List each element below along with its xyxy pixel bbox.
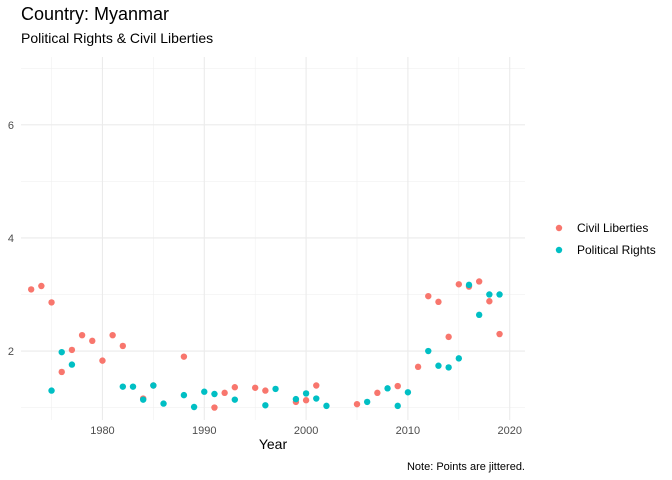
data-point — [486, 298, 493, 305]
data-point — [262, 387, 269, 394]
y-tick-label: 4 — [8, 233, 14, 245]
legend-key — [555, 246, 563, 254]
data-point — [231, 384, 239, 391]
data-point — [313, 382, 320, 389]
chart-subtitle: Political Rights & Civil Liberties — [21, 30, 213, 46]
data-point — [363, 398, 371, 406]
legend-label: Political Rights — [577, 243, 656, 257]
data-point — [89, 337, 96, 345]
data-point — [160, 400, 167, 407]
data-point — [119, 383, 127, 390]
chart-caption: Note: Points are jittered. — [407, 461, 525, 473]
data-point — [119, 342, 127, 350]
data-point — [48, 299, 55, 306]
data-point — [435, 298, 442, 306]
legend-key — [555, 224, 563, 232]
y-axis-ticks: 2 4 6 — [8, 120, 14, 358]
y-tick-label: 6 — [8, 120, 14, 132]
x-tick-label: 2000 — [294, 425, 318, 437]
x-tick-label: 1980 — [90, 425, 114, 437]
data-point — [190, 403, 198, 411]
data-point — [68, 361, 76, 368]
data-point — [414, 363, 422, 371]
data-point — [221, 389, 228, 397]
data-point — [139, 396, 147, 403]
data-point — [486, 291, 493, 298]
data-point — [425, 347, 432, 355]
data-point — [445, 364, 452, 371]
data-point — [109, 331, 116, 339]
data-point — [455, 355, 463, 362]
data-point — [27, 286, 35, 293]
data-point — [38, 282, 45, 290]
data-point — [302, 390, 310, 397]
gridlines — [21, 57, 525, 420]
data-point — [211, 390, 218, 398]
x-axis-title: Year — [259, 436, 288, 452]
data-point — [394, 382, 401, 390]
data-point — [68, 346, 76, 354]
data-point — [180, 353, 188, 360]
data-point — [180, 391, 188, 399]
legend: Civil Liberties Political Rights — [555, 221, 656, 257]
data-point — [496, 330, 503, 338]
data-point — [58, 348, 65, 356]
legend-label: Civil Liberties — [577, 221, 648, 235]
x-tick-label: 2020 — [497, 425, 521, 437]
data-point — [302, 397, 310, 404]
data-point — [445, 333, 452, 341]
data-point — [353, 400, 361, 408]
data-point — [201, 388, 208, 395]
data-point — [99, 357, 106, 364]
data-point — [48, 387, 55, 394]
data-point — [404, 389, 412, 396]
data-point — [475, 311, 483, 319]
data-point — [129, 383, 137, 390]
data-point — [78, 331, 86, 339]
data-point — [384, 385, 391, 392]
data-point — [374, 389, 381, 397]
x-tick-label: 2010 — [396, 425, 420, 437]
data-point — [394, 402, 401, 410]
data-point — [475, 278, 483, 285]
data-point — [231, 396, 239, 403]
data-point — [272, 385, 279, 393]
data-point — [251, 384, 259, 391]
data-point — [58, 368, 65, 376]
data-point — [150, 382, 157, 389]
chart-title: Country: Myanmar — [21, 4, 169, 24]
data-point — [496, 291, 503, 298]
data-point — [211, 404, 218, 411]
x-tick-label: 1990 — [192, 425, 216, 437]
data-point — [323, 402, 330, 410]
data-point — [313, 395, 320, 402]
x-axis-ticks: 1980 1990 2000 2010 2020 — [90, 425, 522, 437]
y-tick-label: 2 — [8, 346, 14, 358]
data-point — [435, 362, 442, 369]
data-point — [465, 281, 473, 289]
data-point — [292, 395, 300, 403]
data-point — [262, 402, 269, 409]
data-points — [27, 278, 503, 411]
data-point — [455, 281, 463, 288]
data-point — [425, 292, 432, 300]
